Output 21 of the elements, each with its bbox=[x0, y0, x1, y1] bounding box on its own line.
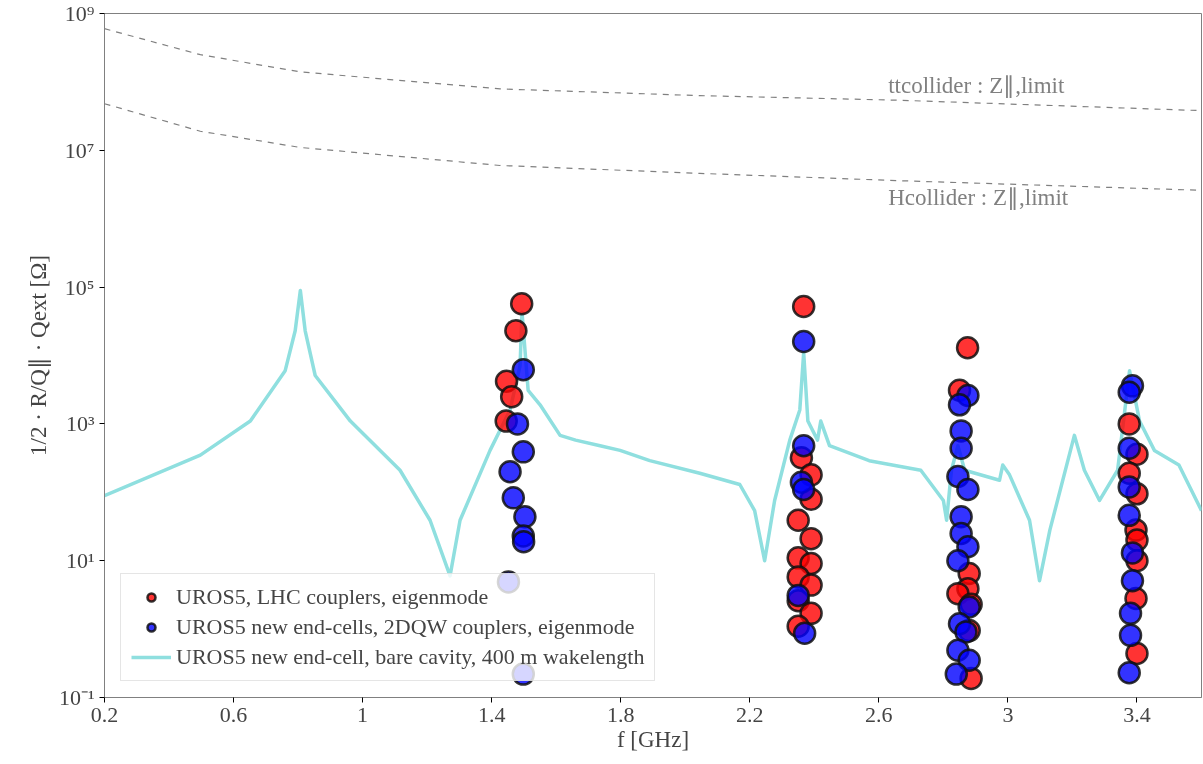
x-tick-label: 3.4 bbox=[1123, 701, 1151, 727]
legend-label: UROS5 new end-cell, bare cavity, 400 m wakelength bbox=[176, 644, 645, 670]
legend-label: UROS5, LHC couplers, eigenmode bbox=[176, 584, 489, 610]
y-tick-label: 10⁷ bbox=[64, 137, 95, 163]
x-tick-label: 2.2 bbox=[736, 701, 764, 727]
y-tick-label: 10¹ bbox=[65, 548, 95, 574]
series-label: Hcollider : Z∥,limit bbox=[888, 184, 1069, 210]
y-tick-label: 10³ bbox=[65, 411, 95, 437]
x-tick-label: 1.4 bbox=[477, 701, 506, 727]
x-axis-title: f [GHz] bbox=[616, 726, 690, 752]
x-tick-label: 1 bbox=[357, 701, 369, 727]
legend-label: UROS5 new end-cells, 2DQW couplers, eigenmode bbox=[176, 614, 635, 640]
y-tick-label: 10⁵ bbox=[64, 274, 95, 300]
x-tick-label: 3 bbox=[1002, 701, 1014, 727]
y-axis-title: 1/2 · R/Q∥ · Qext [Ω] bbox=[25, 255, 51, 456]
x-tick-label: 2.6 bbox=[865, 701, 893, 727]
x-tick-label: 1.8 bbox=[606, 701, 635, 727]
series-label: ttcollider : Z∥,limit bbox=[888, 73, 1065, 99]
x-tick-label: 0.2 bbox=[90, 701, 119, 727]
x-tick-label: 0.6 bbox=[219, 701, 248, 727]
y-tick-label: 10⁹ bbox=[64, 1, 95, 26]
